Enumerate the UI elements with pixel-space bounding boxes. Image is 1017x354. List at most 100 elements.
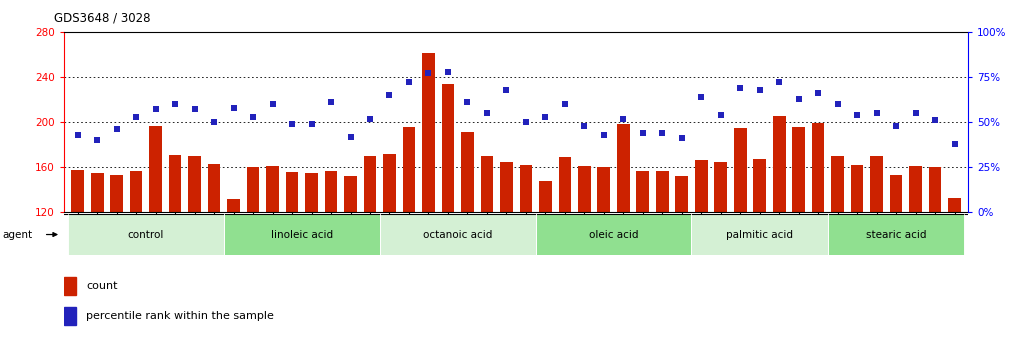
Text: percentile rank within the sample: percentile rank within the sample [86, 311, 275, 321]
Point [713, 112, 729, 118]
Bar [828, 214, 964, 255]
Bar [792, 127, 805, 348]
Point [479, 110, 495, 116]
Point [830, 101, 846, 107]
Bar [536, 214, 692, 255]
Text: palmitic acid: palmitic acid [726, 229, 793, 240]
Bar [324, 171, 338, 348]
Bar [344, 176, 357, 348]
Point [264, 101, 281, 107]
Point [245, 114, 261, 120]
Bar [111, 175, 123, 348]
Bar [364, 156, 376, 348]
Point [752, 87, 768, 92]
Point [343, 134, 359, 139]
Point [89, 137, 106, 143]
Point [381, 92, 398, 98]
Text: agent: agent [2, 229, 33, 240]
Bar [286, 172, 298, 348]
Point [635, 130, 651, 136]
Bar [71, 170, 84, 348]
Point [615, 116, 632, 121]
Bar [851, 165, 863, 348]
Bar [558, 157, 572, 348]
Point [284, 121, 300, 127]
Bar [305, 173, 318, 348]
Text: linoleic acid: linoleic acid [271, 229, 333, 240]
Bar [64, 307, 76, 325]
Point [186, 107, 202, 112]
Bar [227, 199, 240, 348]
Bar [812, 123, 825, 348]
Bar [149, 126, 162, 348]
Point [907, 110, 923, 116]
Bar [247, 167, 259, 348]
Text: GDS3648 / 3028: GDS3648 / 3028 [54, 12, 151, 25]
Bar [383, 154, 396, 348]
Point [439, 69, 456, 74]
Point [869, 110, 885, 116]
Bar [929, 167, 942, 348]
Bar [481, 156, 493, 348]
Bar [675, 176, 689, 348]
Bar [871, 156, 883, 348]
Point [206, 119, 223, 125]
Point [362, 116, 378, 121]
Bar [91, 173, 104, 348]
Bar [188, 156, 201, 348]
Bar [754, 159, 766, 348]
Point [420, 70, 436, 76]
Point [947, 141, 963, 147]
Bar [773, 116, 785, 348]
Bar [695, 160, 708, 348]
Bar [578, 166, 591, 348]
Bar [461, 132, 474, 348]
Bar [692, 214, 828, 255]
Point [888, 123, 904, 129]
Bar [909, 166, 921, 348]
Text: count: count [86, 281, 118, 291]
Point [732, 85, 749, 91]
Point [577, 123, 593, 129]
Text: oleic acid: oleic acid [589, 229, 639, 240]
Bar [169, 155, 181, 348]
Bar [597, 167, 610, 348]
Bar [207, 164, 221, 348]
Point [537, 114, 553, 120]
Bar [637, 171, 649, 348]
Point [849, 112, 865, 118]
Point [654, 130, 670, 136]
Point [401, 80, 417, 85]
Point [303, 121, 319, 127]
Bar [617, 124, 630, 348]
Point [167, 101, 183, 107]
Point [226, 105, 242, 110]
Point [69, 132, 85, 138]
Text: stearic acid: stearic acid [865, 229, 926, 240]
Point [518, 119, 534, 125]
Point [322, 99, 339, 105]
Bar [890, 175, 902, 348]
Bar [441, 84, 455, 348]
Point [596, 132, 612, 138]
Point [673, 136, 690, 141]
Bar [403, 127, 415, 348]
Bar [64, 277, 76, 295]
Point [810, 90, 826, 96]
Point [498, 87, 515, 92]
Text: octanoic acid: octanoic acid [423, 229, 492, 240]
Bar [831, 156, 844, 348]
Point [147, 107, 164, 112]
Bar [539, 181, 551, 348]
Bar [714, 162, 727, 348]
Bar [224, 214, 379, 255]
Point [128, 114, 144, 120]
Point [556, 101, 573, 107]
Bar [379, 214, 536, 255]
Bar [520, 165, 532, 348]
Bar [500, 162, 513, 348]
Bar [130, 171, 142, 348]
Point [109, 126, 125, 132]
Point [694, 94, 710, 100]
Text: control: control [128, 229, 164, 240]
